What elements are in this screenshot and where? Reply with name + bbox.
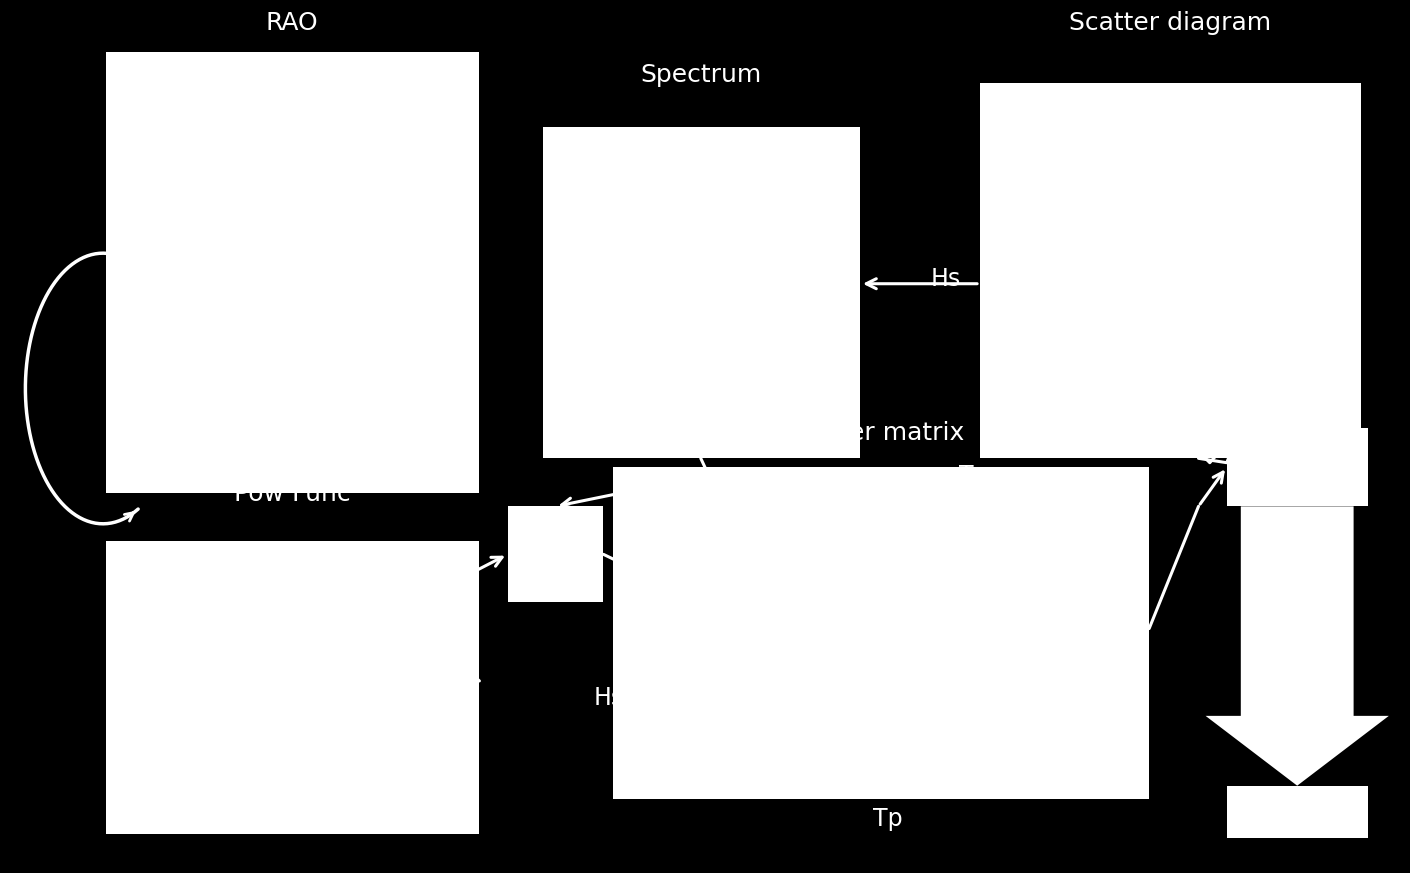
Polygon shape xyxy=(1206,506,1389,786)
Bar xyxy=(106,541,479,834)
Text: Hs: Hs xyxy=(931,267,960,292)
Text: Tp: Tp xyxy=(959,464,988,488)
Bar xyxy=(1227,428,1368,506)
Text: Hs: Hs xyxy=(594,686,625,711)
Text: Pow Func: Pow Func xyxy=(234,483,350,506)
Bar xyxy=(106,52,479,493)
Text: Power matrix: Power matrix xyxy=(798,422,964,445)
Bar xyxy=(613,467,1149,799)
Bar xyxy=(1227,786,1368,838)
Text: RAO: RAO xyxy=(265,11,319,35)
Bar xyxy=(543,127,860,458)
Bar xyxy=(508,506,603,602)
Text: Scatter diagram: Scatter diagram xyxy=(1069,11,1272,35)
Text: Tp: Tp xyxy=(873,807,904,831)
Text: Spectrum: Spectrum xyxy=(640,64,761,87)
Bar xyxy=(980,83,1361,458)
